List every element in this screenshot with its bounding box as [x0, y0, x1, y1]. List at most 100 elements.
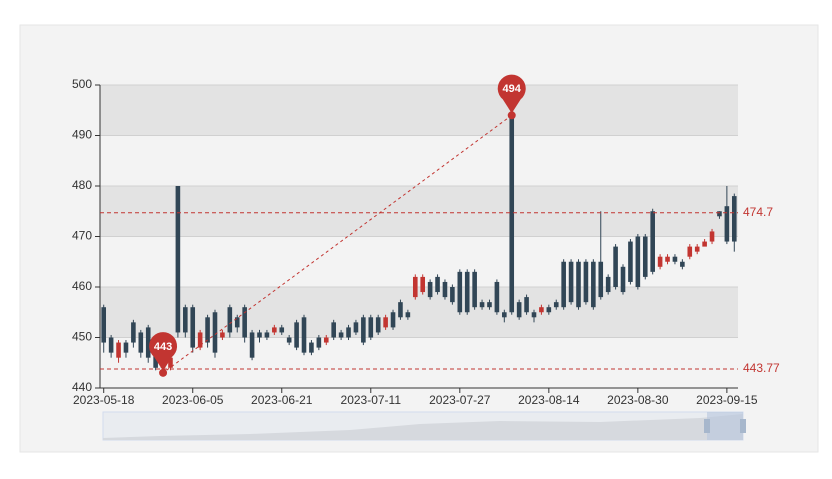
candle-body	[509, 115, 515, 313]
candle-body	[383, 317, 388, 328]
candle-body	[694, 246, 700, 252]
candle-body	[286, 337, 292, 343]
split-area	[100, 337, 738, 388]
candle-body	[375, 317, 381, 333]
candle-body	[576, 261, 581, 308]
candle-body	[316, 337, 322, 348]
x-tick-label: 2023-09-15	[696, 393, 758, 407]
x-tick-label: 2023-06-05	[162, 393, 224, 407]
candle-body	[175, 186, 181, 333]
candle-body	[635, 236, 641, 287]
y-tick-label: 460	[72, 279, 92, 293]
x-tick-label: 2023-07-27	[429, 393, 491, 407]
candle-body	[731, 196, 737, 242]
candle-body	[190, 307, 196, 348]
candle-body	[450, 287, 455, 303]
candle-body	[338, 332, 344, 338]
candle-body	[531, 312, 537, 318]
candle-body	[205, 317, 210, 343]
candle-body	[657, 256, 663, 267]
candle-body	[309, 342, 314, 353]
split-area	[100, 186, 738, 237]
split-area	[100, 236, 738, 287]
zoom-handle[interactable]	[704, 419, 710, 433]
split-area	[100, 135, 738, 186]
candle-body	[650, 211, 655, 272]
candle-body	[435, 276, 440, 293]
data-zoom[interactable]	[102, 411, 746, 441]
candle-body	[502, 312, 507, 318]
candle-body	[487, 302, 492, 308]
y-tick-label: 440	[72, 380, 92, 394]
candle-body	[145, 327, 151, 358]
x-tick-label: 2023-06-21	[251, 393, 313, 407]
candle-body	[234, 317, 240, 328]
candle-body	[405, 312, 411, 318]
candle-body	[101, 307, 107, 343]
candle-body	[479, 302, 485, 308]
candle-body	[427, 281, 433, 298]
candle-body	[346, 327, 351, 338]
split-area	[100, 287, 738, 338]
candle-body	[605, 276, 611, 293]
candle-body	[516, 302, 522, 318]
x-tick-label: 2023-08-14	[518, 393, 580, 407]
mark-point-pin	[497, 74, 526, 114]
candle-body	[390, 312, 396, 328]
candle-body	[620, 266, 626, 293]
candle-body	[197, 332, 203, 348]
y-tick-label: 500	[72, 77, 92, 91]
zoom-handle[interactable]	[740, 419, 746, 433]
candle-body	[457, 271, 463, 313]
candle-body	[153, 352, 158, 368]
candle-body	[553, 302, 559, 308]
candle-body	[264, 332, 270, 338]
candle-body	[546, 307, 552, 313]
candle-body	[687, 246, 693, 257]
y-tick-label: 490	[72, 128, 92, 142]
candle-body	[598, 261, 604, 298]
mark-point-label: 494	[503, 83, 522, 95]
candle-body	[227, 307, 233, 333]
candle-body	[524, 297, 529, 313]
candle-body	[294, 322, 299, 348]
mark-point-dot	[507, 111, 516, 120]
x-tick-label: 2023-07-11	[341, 393, 402, 407]
candle-body	[249, 332, 255, 358]
candle-body	[613, 246, 618, 287]
candle-body	[642, 236, 648, 277]
candle-body	[279, 327, 285, 333]
candle-body	[301, 317, 307, 353]
candle-body	[680, 261, 685, 267]
x-tick-label: 2023-05-18	[73, 393, 135, 407]
candle-body	[561, 261, 566, 308]
candle-body	[183, 307, 188, 333]
candle-body	[583, 261, 589, 303]
candle-body	[442, 281, 448, 298]
candle-body	[717, 211, 722, 217]
candle-body	[702, 241, 707, 247]
candle-body	[591, 261, 596, 308]
candle-body	[368, 317, 374, 338]
candle-body	[272, 327, 277, 333]
candle-body	[138, 332, 144, 353]
candle-body	[420, 276, 426, 293]
candle-body	[212, 312, 218, 353]
zoom-window[interactable]	[707, 412, 743, 440]
x-tick-label: 2023-08-30	[607, 393, 669, 407]
mark-point-dot	[159, 368, 168, 377]
candle-body	[472, 271, 477, 308]
candle-body	[412, 276, 418, 298]
candle-body	[672, 256, 678, 262]
mark-line-label: 443.77	[743, 361, 780, 375]
candle-body	[353, 322, 359, 333]
candle-body	[108, 337, 114, 353]
y-tick-label: 480	[72, 178, 92, 192]
split-area	[100, 85, 738, 136]
mark-line-label: 474.7	[743, 205, 773, 219]
candle-body	[323, 337, 329, 343]
candle-body	[220, 332, 225, 338]
candle-body	[168, 357, 173, 368]
candle-body	[331, 322, 336, 338]
zoom-preview	[103, 414, 743, 440]
